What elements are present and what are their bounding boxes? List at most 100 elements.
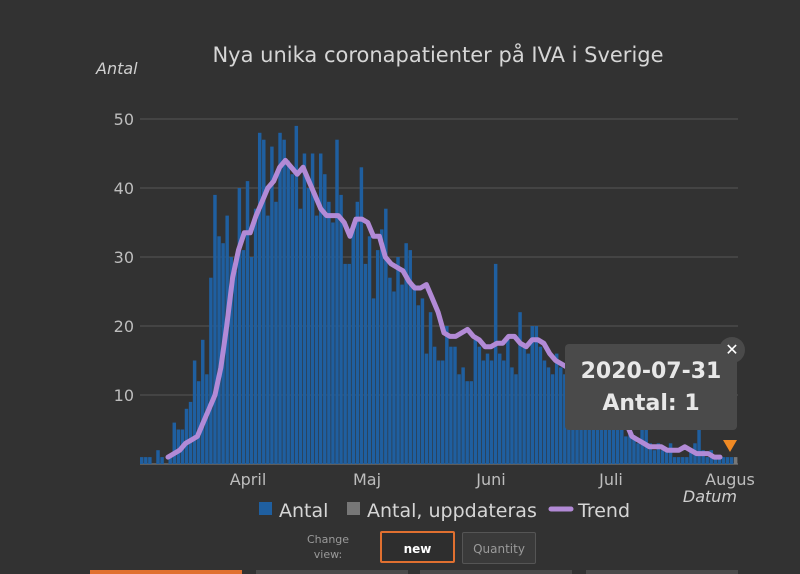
bar-antal[interactable] [436,360,441,465]
bar-antal[interactable] [432,346,437,464]
bar-antal[interactable] [542,360,547,465]
bar-antal[interactable] [148,457,152,464]
bar-antal[interactable] [245,181,250,464]
bar-antal[interactable] [689,450,693,464]
bar-antal[interactable] [538,346,543,464]
bar-antal[interactable] [209,277,213,464]
bottom-tab[interactable] [586,570,738,574]
bar-antal[interactable] [632,436,636,464]
bar-antal[interactable] [241,250,246,464]
bar-antal[interactable] [176,429,181,465]
bar-antal[interactable] [388,277,392,464]
bar-antal[interactable] [469,381,473,464]
bar-antal[interactable] [652,450,657,464]
bar-antal[interactable] [229,257,233,464]
bar-antal[interactable] [603,422,608,464]
bar-antal[interactable] [554,353,559,464]
bar-antal[interactable] [477,346,482,464]
bar-antal[interactable] [461,367,465,464]
bar-antal[interactable] [335,139,339,464]
bar-antal[interactable] [676,457,681,464]
bar-antal[interactable] [188,401,193,464]
bar-antal[interactable] [310,153,315,465]
bar-antal[interactable] [371,298,376,464]
bar-antal[interactable] [514,374,518,464]
bar-antal[interactable] [428,312,433,464]
bar-antal[interactable] [599,429,604,465]
bar-antal[interactable] [270,146,274,464]
bar-antal[interactable] [522,346,526,464]
bar-antal[interactable] [367,236,372,464]
bar-antal[interactable] [563,374,567,464]
bar-antal[interactable] [302,153,307,465]
bar-antal[interactable] [546,367,551,464]
bar-antal[interactable] [314,215,319,464]
bar-antal[interactable] [640,429,644,465]
bar-antal[interactable] [481,360,486,465]
bar-antal[interactable] [453,346,457,464]
bar-antal[interactable] [274,201,278,465]
bar-antal[interactable] [144,457,148,464]
bar-antal[interactable] [290,174,294,464]
bar-antal[interactable] [611,401,616,464]
bar-antal[interactable] [518,312,522,464]
bar-antal[interactable] [473,339,478,464]
bar-antal[interactable] [668,443,673,464]
bar-antal[interactable] [526,353,530,464]
bar-antal[interactable] [160,457,164,464]
bar-antal[interactable] [249,257,254,464]
bar-antal[interactable] [636,443,640,464]
bottom-tab-active[interactable] [90,570,242,574]
bar-antal[interactable] [172,422,177,464]
bar-antal[interactable] [424,353,429,464]
bar-antal[interactable] [628,429,632,465]
bar-antal[interactable] [685,457,689,464]
bar-antal[interactable] [656,443,661,464]
bar-antal[interactable] [457,374,461,464]
bar-antal[interactable] [233,270,238,464]
bar-antal[interactable] [396,257,400,464]
bar-antal[interactable] [339,194,343,464]
bar-antal[interactable] [465,381,469,464]
bar-antal[interactable] [717,457,722,464]
view-quantity-button[interactable]: Quantity [462,532,536,564]
bar-antal[interactable] [660,450,665,464]
bar-antal[interactable] [506,339,510,464]
bar-antal[interactable] [266,215,270,464]
bar-antal[interactable] [343,263,347,464]
bar-antal[interactable] [579,401,583,464]
bar-antal[interactable] [534,326,539,464]
bar-antal[interactable] [502,360,506,465]
bar-antal[interactable] [294,125,299,465]
bar-antal[interactable] [392,291,396,465]
bar-antal[interactable] [624,436,628,464]
bar-antal[interactable] [729,457,734,464]
bottom-tab[interactable] [420,570,572,574]
bar-antal[interactable] [449,346,453,464]
bar-antal[interactable] [282,139,286,464]
bar-antal[interactable] [615,408,620,464]
bar-antal[interactable] [530,326,534,464]
bar-antal[interactable] [323,174,327,464]
bar-antal[interactable] [217,236,221,464]
bar-antal[interactable] [347,263,351,464]
close-icon[interactable]: ✕ [719,337,745,363]
bar-antal[interactable] [559,367,563,464]
bar-antal[interactable] [384,208,388,464]
bar-antal[interactable] [493,263,498,464]
bar-antal[interactable] [201,339,205,464]
bar-antal[interactable] [595,408,600,464]
bottom-tab[interactable] [256,570,408,574]
bar-antal[interactable] [355,201,360,465]
bar-antal[interactable] [262,139,266,464]
bar-antal[interactable] [192,360,197,465]
bar-antal[interactable] [363,263,368,464]
bar-antal[interactable] [416,305,421,464]
bar-antal[interactable] [140,457,144,464]
bar-antal[interactable] [620,415,624,464]
bar-antal[interactable] [441,360,445,465]
bar-antal[interactable] [713,457,718,464]
bar-antal-uppdateras[interactable] [733,457,738,464]
bar-antal[interactable] [306,188,311,464]
bar-antal[interactable] [510,367,514,464]
